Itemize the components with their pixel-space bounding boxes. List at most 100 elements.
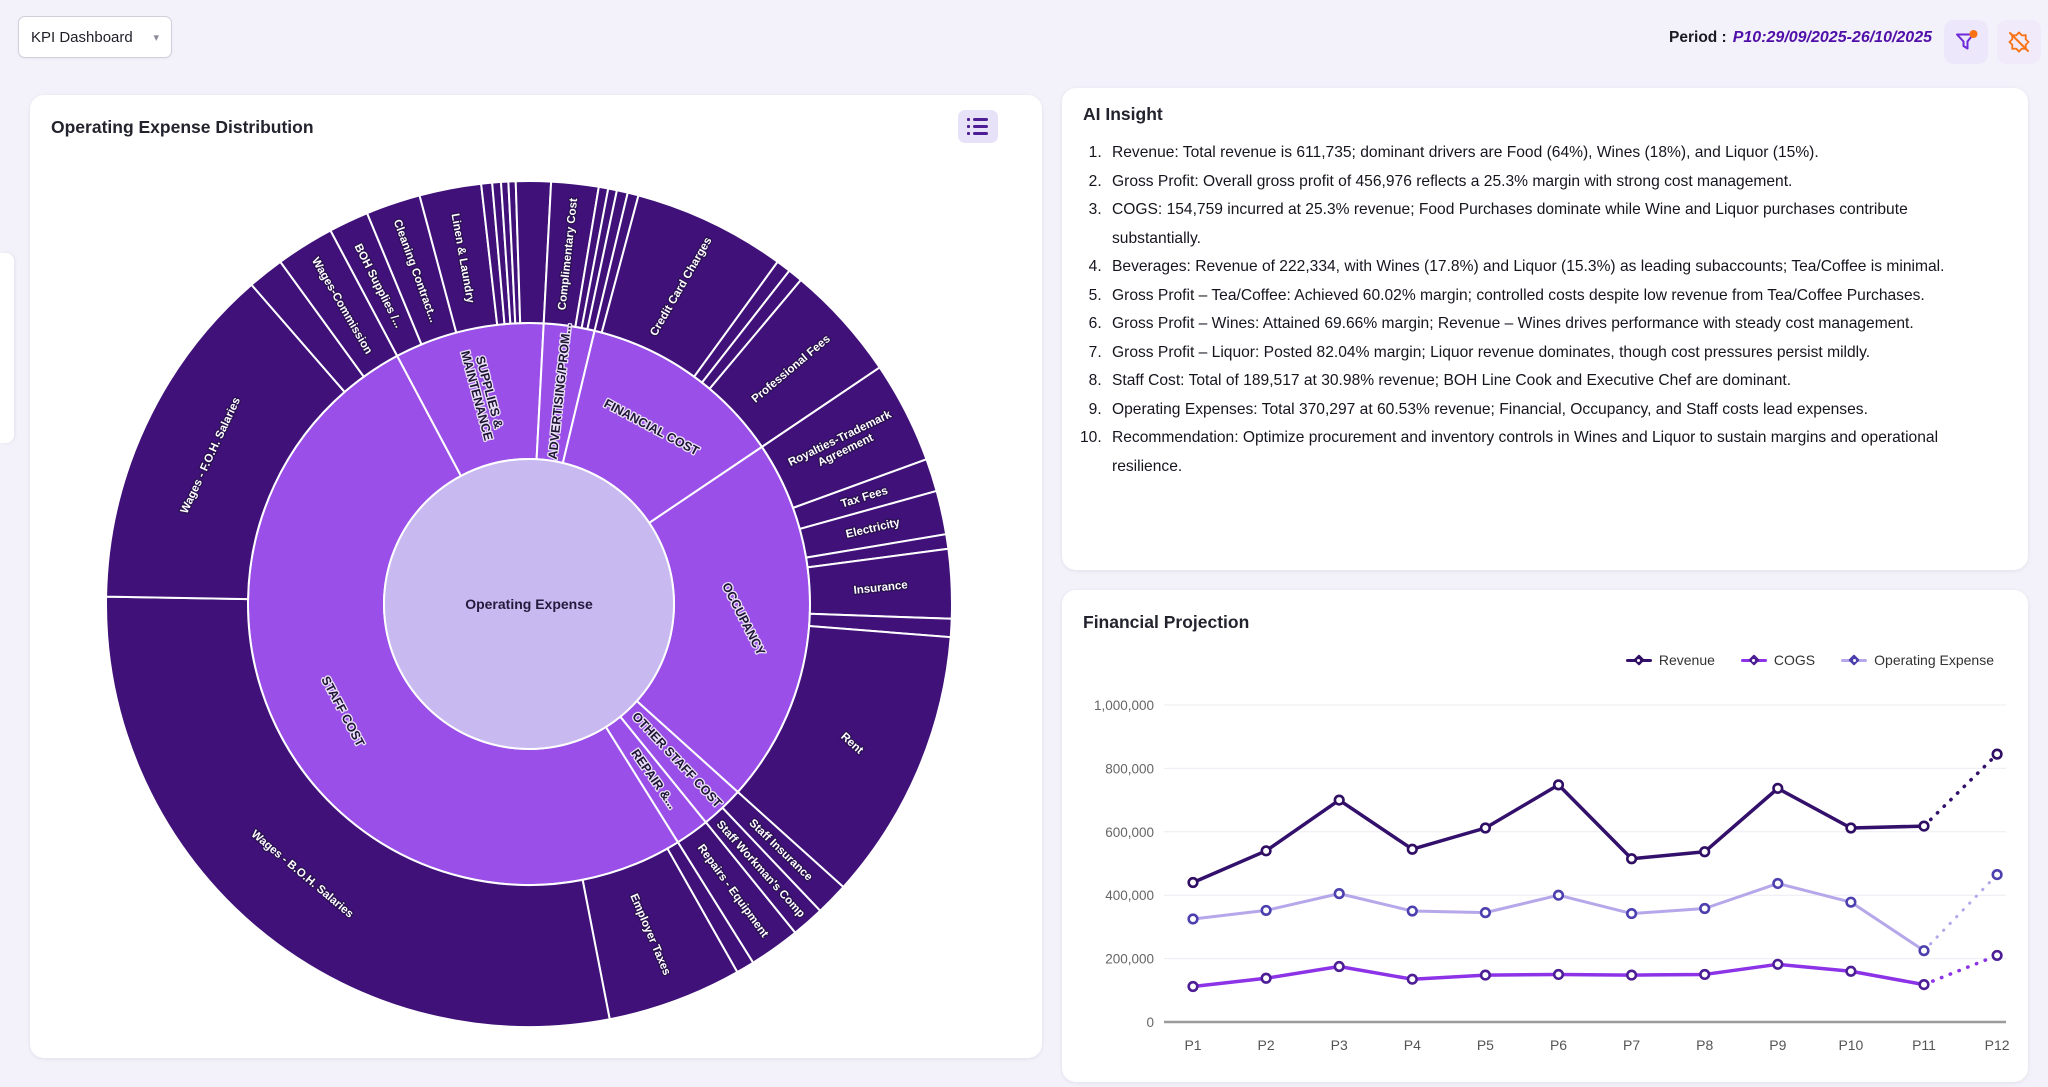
operating-expense-card: Operating Expense Distribution SUPPLIES …: [30, 95, 1042, 1058]
legend-item-cogs[interactable]: COGS: [1740, 652, 1816, 668]
data-point-marker[interactable]: [1187, 913, 1199, 925]
y-axis-tick-label: 1,000,000: [1094, 698, 1154, 713]
insight-item: Operating Expenses: Total 370,297 at 60.…: [1106, 396, 1996, 425]
insight-item: Gross Profit – Liquor: Posted 82.04% mar…: [1106, 339, 1996, 368]
data-point-marker[interactable]: [1406, 843, 1418, 855]
data-point-marker[interactable]: [1991, 949, 2003, 962]
insight-item: Gross Profit: Overall gross profit of 45…: [1106, 168, 1996, 197]
x-axis-tick-label: P3: [1331, 1037, 1348, 1053]
insight-item: Gross Profit – Tea/Coffee: Achieved 60.0…: [1106, 282, 1996, 311]
data-point-marker[interactable]: [1991, 868, 2003, 881]
period-label: Period :: [1669, 29, 1727, 46]
data-point-marker[interactable]: [1699, 846, 1711, 858]
data-point-marker[interactable]: [1552, 968, 1565, 981]
ai-insight-list: Revenue: Total revenue is 611,735; domin…: [1106, 139, 1996, 481]
filter-button[interactable]: [1944, 20, 1988, 64]
insight-item: Revenue: Total revenue is 611,735; domin…: [1106, 139, 1996, 168]
data-point-marker[interactable]: [1845, 896, 1857, 908]
dashboard-select-value: KPI Dashboard: [31, 28, 133, 46]
chevron-down-icon: ▾: [153, 31, 159, 44]
series-line-revenue: [1192, 783, 1925, 885]
data-point-marker[interactable]: [1845, 822, 1857, 834]
data-point-marker[interactable]: [1772, 782, 1784, 794]
data-point-marker[interactable]: [1918, 945, 1930, 957]
data-point-marker[interactable]: [1699, 902, 1711, 915]
sunburst-slice[interactable]: [105, 595, 611, 1028]
data-point-marker[interactable]: [1260, 845, 1272, 857]
ai-badge-disabled-icon: [2008, 31, 2030, 53]
insight-item: Staff Cost: Total of 189,517 at 30.98% r…: [1106, 367, 1996, 396]
data-point-marker[interactable]: [1845, 965, 1857, 977]
series-projection-segment: [1922, 752, 1999, 828]
data-point-marker[interactable]: [1479, 822, 1492, 834]
data-point-marker[interactable]: [1479, 907, 1492, 919]
data-point-marker[interactable]: [1699, 968, 1711, 981]
series-projection-segment: [1922, 873, 1999, 953]
ai-insight-title: AI Insight: [1083, 104, 1163, 124]
data-point-marker[interactable]: [1333, 960, 1345, 973]
y-axis-tick-label: 800,000: [1105, 761, 1154, 776]
data-point-marker[interactable]: [1552, 889, 1565, 901]
data-point-marker[interactable]: [1552, 779, 1565, 791]
expense-card-title: Operating Expense Distribution: [51, 117, 314, 137]
x-axis-tick-label: P2: [1258, 1037, 1275, 1053]
data-point-marker[interactable]: [1187, 980, 1199, 993]
insight-item: Gross Profit – Wines: Attained 69.66% ma…: [1106, 310, 1996, 339]
sunburst-center[interactable]: [383, 458, 675, 750]
x-axis-tick-label: P8: [1696, 1037, 1713, 1053]
data-point-marker[interactable]: [1991, 748, 2003, 760]
x-axis-tick-label: P5: [1477, 1037, 1494, 1053]
legend-item-revenue[interactable]: Revenue: [1625, 652, 1715, 668]
sidebar-drawer-handle[interactable]: [0, 253, 14, 443]
x-axis-tick-label: P1: [1184, 1037, 1201, 1053]
projection-card-title: Financial Projection: [1083, 612, 1250, 632]
data-point-marker[interactable]: [1333, 794, 1345, 806]
legend-label: COGS: [1773, 652, 1816, 668]
legend-item-operating-expense[interactable]: Operating Expense: [1841, 652, 1994, 668]
period-value: P10:29/09/2025-26/10/2025: [1732, 29, 1932, 46]
context-menu-icon: [967, 118, 998, 121]
data-point-marker[interactable]: [1260, 972, 1272, 984]
legend-marker-icon: [1625, 654, 1652, 666]
legend-marker-icon: [1841, 654, 1868, 666]
y-axis-tick-label: 200,000: [1105, 952, 1154, 967]
chart-legend: Revenue COGS Operating Expense: [1625, 652, 1994, 668]
data-point-marker[interactable]: [1333, 888, 1345, 900]
insight-item: COGS: 154,759 incurred at 25.3% revenue;…: [1106, 196, 1996, 253]
data-point-marker[interactable]: [1625, 969, 1638, 981]
x-axis-tick-label: P6: [1550, 1037, 1567, 1053]
data-point-marker[interactable]: [1772, 877, 1784, 890]
x-axis-tick-label: P4: [1404, 1037, 1421, 1053]
x-axis-tick-label: P7: [1623, 1037, 1640, 1053]
legend-marker-icon: [1740, 654, 1767, 666]
x-axis-tick-label: P9: [1769, 1037, 1786, 1053]
chart-context-menu-button[interactable]: [958, 110, 998, 143]
legend-label: Operating Expense: [1874, 652, 1994, 668]
y-axis-tick-label: 600,000: [1105, 825, 1154, 840]
funnel-icon: [1956, 30, 1978, 50]
data-point-marker[interactable]: [1260, 904, 1272, 917]
dashboard-select[interactable]: KPI Dashboard ▾: [18, 16, 172, 58]
data-point-marker[interactable]: [1479, 969, 1492, 981]
x-axis-tick-label: P12: [1985, 1037, 2010, 1053]
sunburst-slice[interactable]: [278, 229, 399, 379]
data-point-marker[interactable]: [1187, 876, 1199, 889]
x-axis-tick-label: P10: [1838, 1037, 1863, 1053]
sunburst-label: Insurance: [853, 579, 908, 597]
legend-label: Revenue: [1658, 652, 1715, 668]
series-projection-segment: [1922, 953, 1999, 987]
data-point-marker[interactable]: [1625, 907, 1638, 920]
data-point-marker[interactable]: [1772, 958, 1784, 970]
data-point-marker[interactable]: [1406, 973, 1418, 985]
financial-projection-chart: 0 200,000 400,000 600,000 800,000 1,000,000 P1…: [1094, 698, 2010, 1053]
ai-insight-toggle-button[interactable]: [1997, 20, 2041, 64]
data-point-marker[interactable]: [1406, 905, 1418, 917]
insight-item: Recommendation: Optimize procurement and…: [1106, 424, 1996, 481]
data-point-marker[interactable]: [1918, 820, 1930, 832]
sunburst-center-label: Operating Expense: [465, 596, 593, 612]
y-axis-tick-label: 0: [1146, 1015, 1154, 1030]
data-point-marker[interactable]: [1918, 978, 1930, 991]
period-indicator: Period : P10:29/09/2025-26/10/2025: [1669, 0, 1932, 76]
y-axis-tick-label: 400,000: [1105, 888, 1154, 903]
data-point-marker[interactable]: [1625, 853, 1638, 865]
